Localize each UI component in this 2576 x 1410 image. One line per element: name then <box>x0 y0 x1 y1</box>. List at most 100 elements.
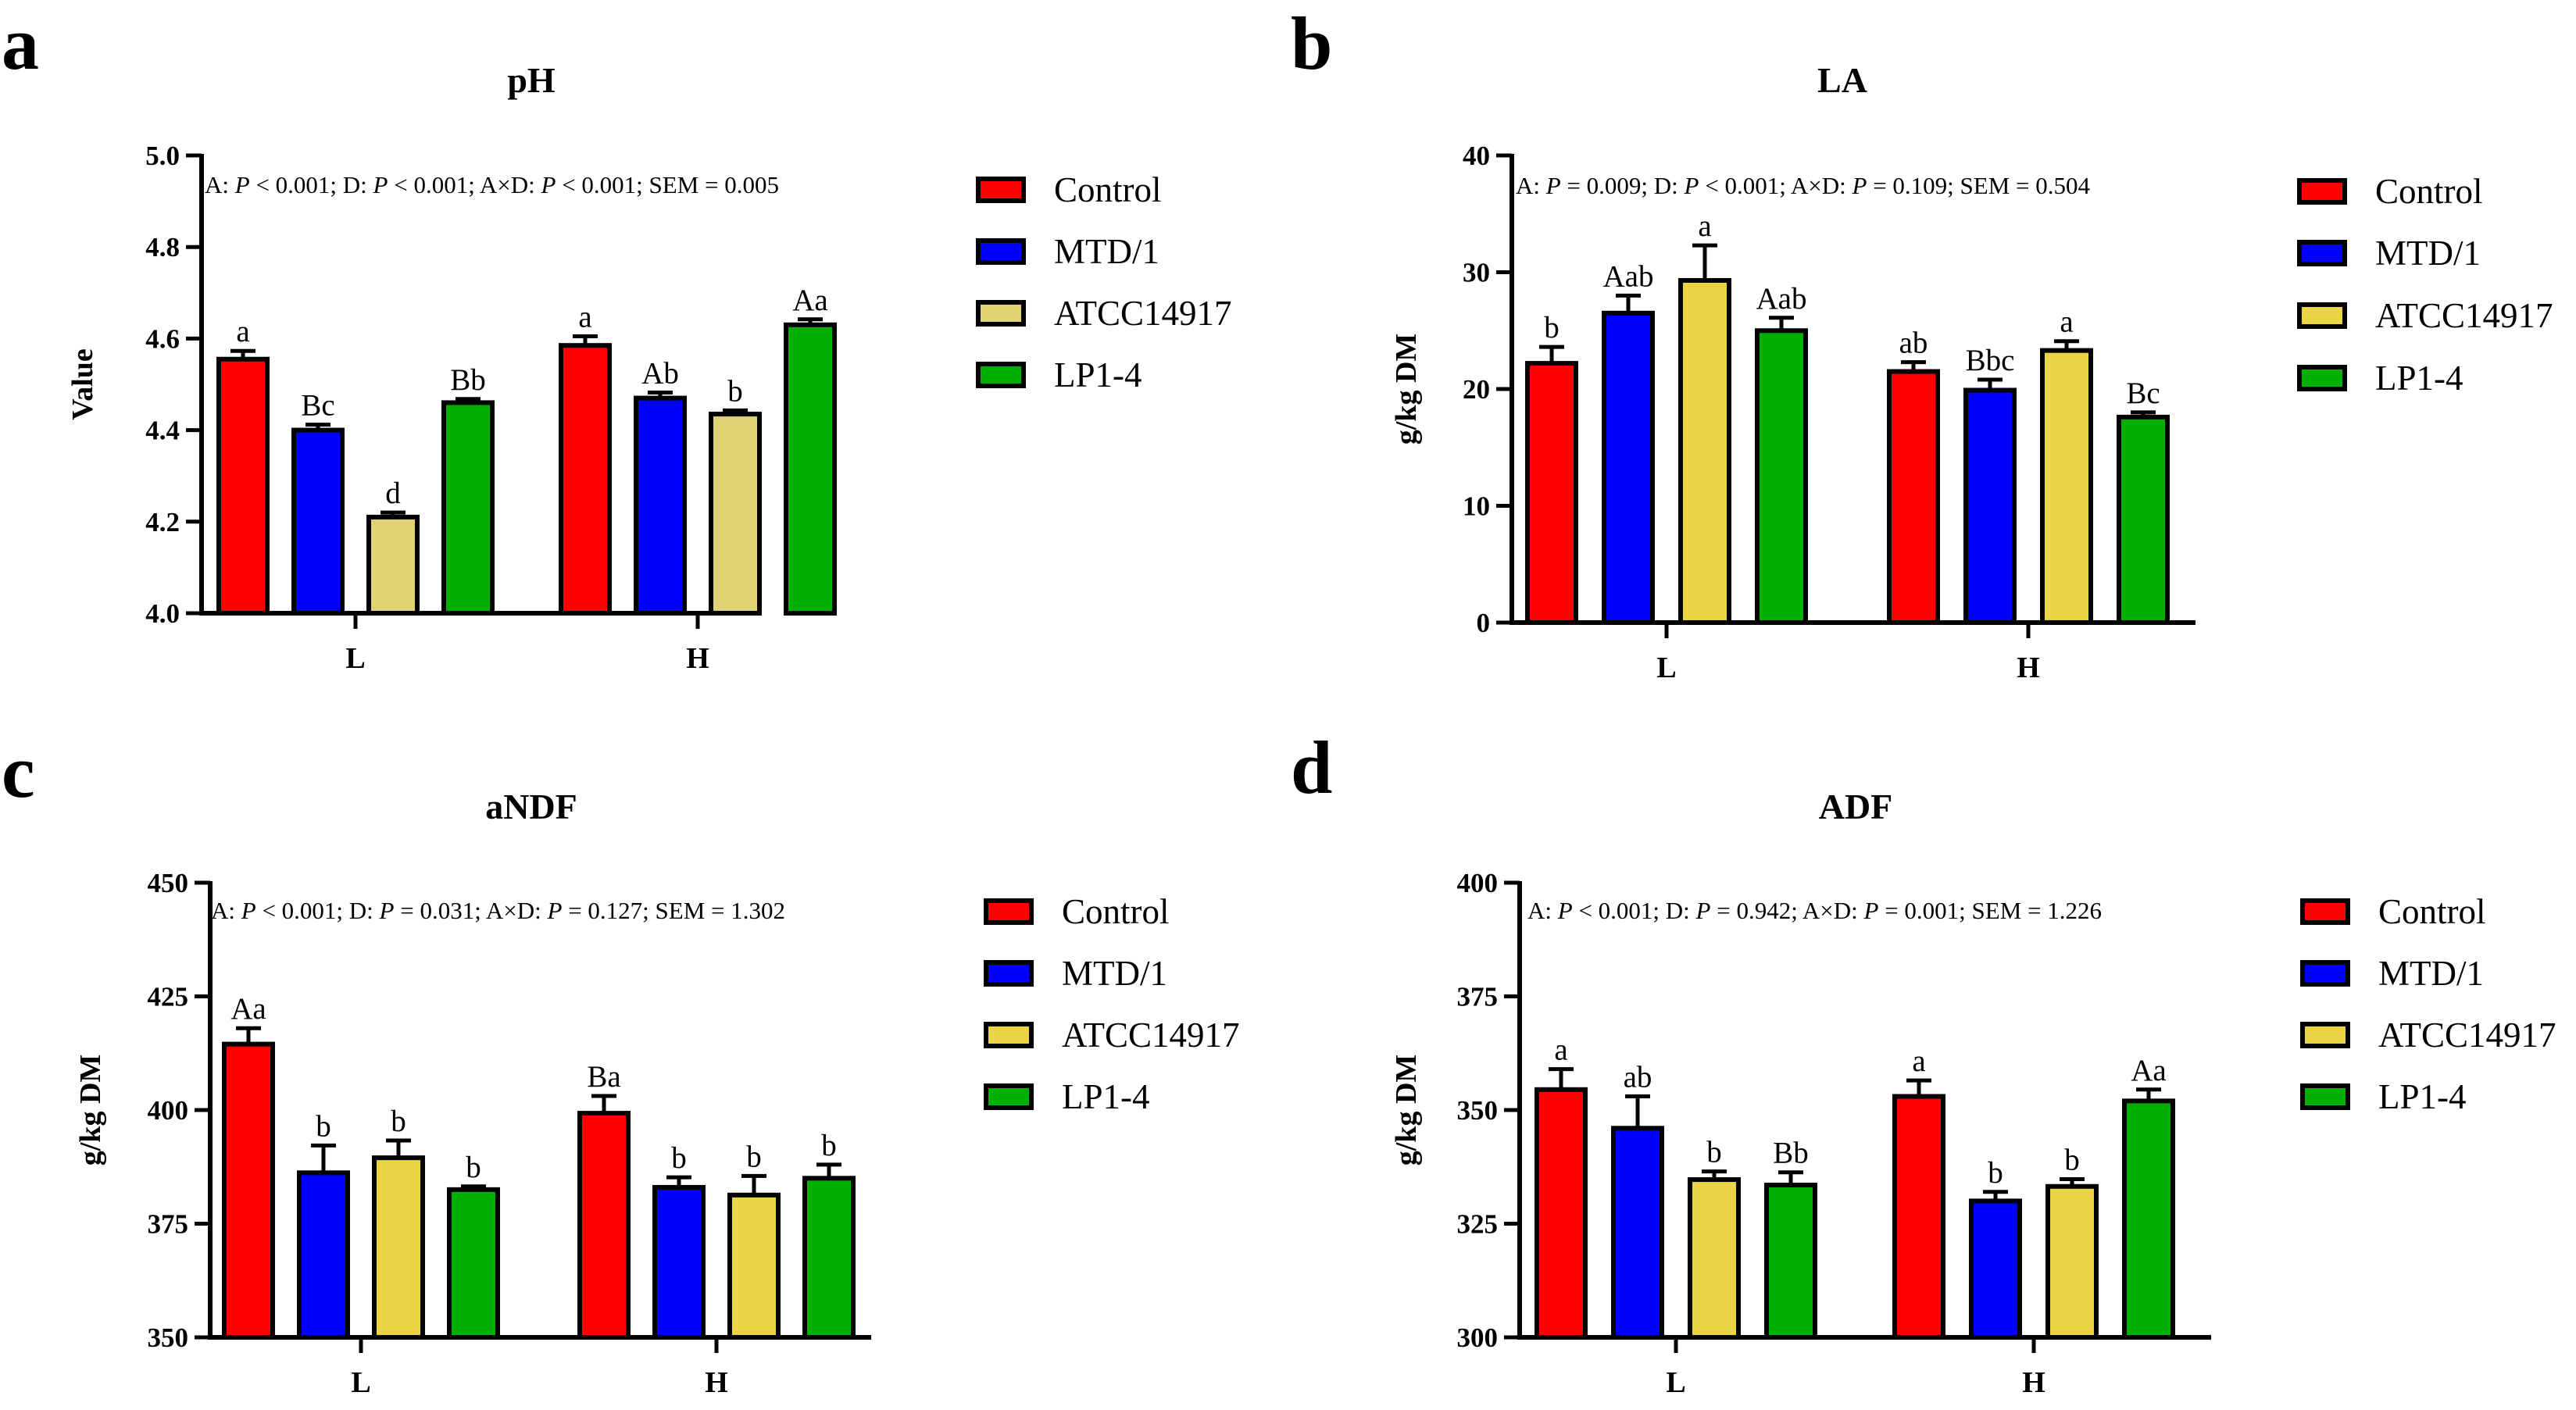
bar-label: Ab <box>641 357 679 391</box>
y-tick-label: 375 <box>148 1209 189 1240</box>
legend-label: LP1-4 <box>1054 355 1142 394</box>
bar <box>1678 277 1731 625</box>
bar-label: Bbc <box>1966 344 2015 377</box>
bar <box>2117 414 2170 625</box>
bar-label: a <box>1912 1044 1925 1078</box>
chart-panel-b: b LA A: P = 0.009; D: P < 0.001; A×D: P = … <box>1291 2 2553 684</box>
bar <box>1887 369 1940 625</box>
legend-swatch <box>2300 898 2350 925</box>
legend-label: LP1-4 <box>2378 1077 2467 1116</box>
y-tick-label: 5.0 <box>145 141 180 171</box>
legend-label: MTD/1 <box>1062 954 1167 993</box>
legend-label: Control <box>1054 170 1162 209</box>
bar-label: Aa <box>2131 1054 2166 1087</box>
bar-label: Aa <box>230 992 266 1026</box>
x-tick-label: H <box>2017 651 2040 684</box>
legend-swatch <box>976 238 1026 265</box>
bar-label: Bc <box>2126 377 2160 410</box>
bar-label: b <box>466 1151 481 1184</box>
bar <box>559 343 612 616</box>
legend-label: Control <box>2375 172 2483 211</box>
bar <box>1611 1126 1664 1340</box>
bar-label: b <box>727 374 743 408</box>
bar <box>216 356 270 616</box>
legend-label: ATCC14917 <box>2375 296 2553 335</box>
bar <box>366 514 420 616</box>
y-tick-label: 4.0 <box>145 598 180 629</box>
bar <box>727 1192 781 1340</box>
bar <box>577 1111 631 1340</box>
bar-label: Bb <box>450 363 486 397</box>
x-tick-label: H <box>2022 1366 2045 1399</box>
bar <box>634 395 687 616</box>
bar <box>1688 1177 1741 1340</box>
legend-label: ATCC14917 <box>1054 294 1232 333</box>
bar-label: b <box>821 1129 837 1162</box>
x-tick-label: L <box>351 1366 370 1399</box>
bar-label: b <box>316 1109 331 1143</box>
bar <box>2122 1098 2175 1340</box>
legend-label: LP1-4 <box>2375 359 2463 398</box>
bar-label: Ba <box>587 1060 620 1094</box>
legend-swatch <box>976 300 1026 327</box>
chart-title: pH <box>507 60 556 100</box>
x-tick-label: L <box>1656 651 1676 684</box>
y-tick-label: 350 <box>148 1323 189 1353</box>
bar-label: Aab <box>1603 259 1654 293</box>
y-tick-label: 425 <box>148 982 189 1012</box>
legend-swatch <box>2300 1022 2350 1048</box>
bar-label: a <box>1698 209 1711 243</box>
legend-swatch <box>984 1083 1034 1110</box>
stats-annotation: A: P < 0.001; D: P = 0.942; A×D: P = 0.0… <box>1527 897 2102 924</box>
bar <box>1755 328 1808 625</box>
bar-label: Aa <box>792 284 827 317</box>
bar <box>802 1176 856 1340</box>
bar-label: d <box>385 477 401 510</box>
y-tick-label: 4.6 <box>145 323 180 354</box>
y-axis-label: g/kg DM <box>1390 334 1423 445</box>
bar <box>784 322 837 616</box>
y-tick-label: 40 <box>1463 141 1490 171</box>
y-axis-label: g/kg DM <box>1390 1055 1423 1166</box>
x-tick-label: L <box>345 642 365 675</box>
y-tick-label: 4.4 <box>145 416 180 446</box>
bar <box>2045 1183 2099 1340</box>
bar-label: a <box>578 300 591 334</box>
bar-label: Bc <box>301 389 334 423</box>
legend-label: MTD/1 <box>1054 232 1159 271</box>
bar-label: ab <box>1899 327 1928 360</box>
chart-title: aNDF <box>485 787 577 826</box>
legend-swatch <box>976 177 1026 203</box>
bar <box>222 1041 275 1340</box>
bar <box>1535 1087 1588 1340</box>
bar <box>291 427 345 616</box>
legend-swatch <box>2297 365 2347 391</box>
panel-letter: b <box>1291 2 1332 85</box>
chart-panel-a: a pH A: P < 0.001; D: P < 0.001; A×D: P < … <box>2 2 1232 675</box>
legend-swatch <box>976 362 1026 388</box>
bar-label: b <box>671 1141 687 1175</box>
legend-label: Control <box>1062 892 1170 931</box>
y-tick-label: 4.8 <box>145 232 180 262</box>
bar-label: b <box>2064 1143 2080 1176</box>
bar <box>1963 387 2017 625</box>
bar <box>1525 361 1578 625</box>
y-tick-label: 10 <box>1463 491 1490 522</box>
y-tick-label: 0 <box>1477 608 1491 638</box>
bar-label: a <box>2060 305 2073 339</box>
chart-title: ADF <box>1819 787 1893 826</box>
panel-letter: c <box>2 730 35 813</box>
bar <box>2040 348 2093 625</box>
y-tick-label: 4.2 <box>145 507 180 537</box>
legend-swatch <box>984 898 1034 925</box>
legend-swatch <box>2300 1083 2350 1110</box>
legend-label: ATCC14917 <box>1062 1016 1240 1055</box>
y-tick-label: 300 <box>1457 1323 1499 1353</box>
stats-annotation: A: P < 0.001; D: P < 0.001; A×D: P < 0.0… <box>205 171 779 198</box>
bar-label: Aab <box>1756 282 1807 316</box>
bar <box>1602 310 1655 625</box>
panel-letter: d <box>1291 726 1332 809</box>
bar <box>1969 1198 2022 1340</box>
bar <box>652 1184 706 1340</box>
